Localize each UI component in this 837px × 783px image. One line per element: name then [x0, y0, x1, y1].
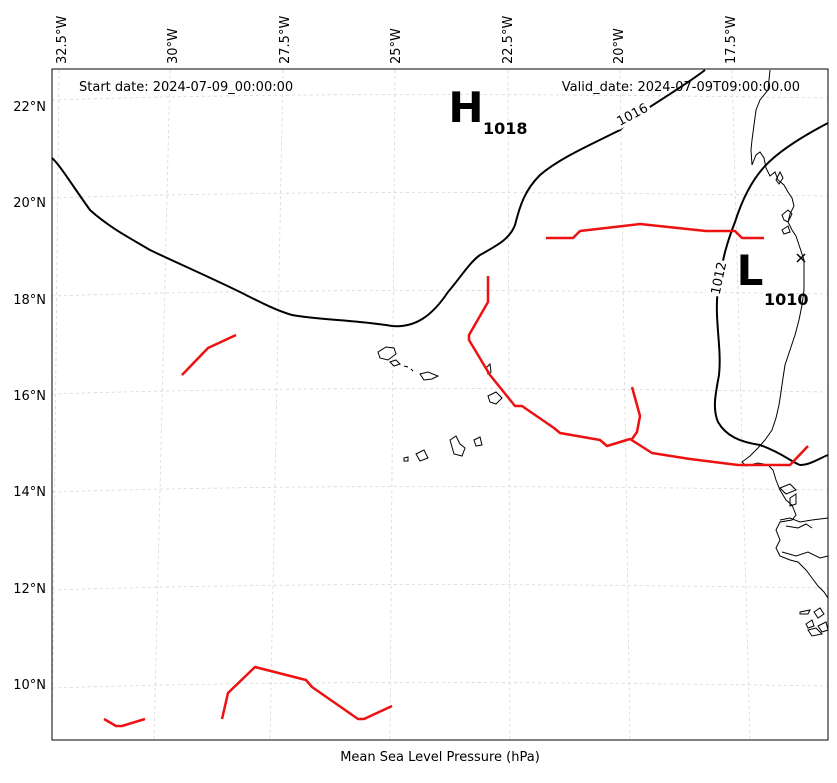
lon-label: 32.5°W: [55, 16, 70, 64]
lat-label: 16°N: [13, 389, 46, 404]
front-northeast: [546, 222, 764, 240]
lon-label: 20°W: [612, 28, 627, 64]
lat-label: 22°N: [13, 100, 46, 115]
lon-label: 17.5°W: [724, 16, 739, 64]
low-center-marker-icon: [796, 253, 806, 263]
longitude-labels: 32.5°W 30°W 27.5°W 25°W 22.5°W 20°W 17.5…: [55, 16, 739, 64]
front-west: [181, 333, 237, 376]
lat-label: 18°N: [13, 293, 46, 308]
front-main: [467, 276, 809, 467]
isobar-1012: [713, 122, 829, 467]
lon-label: 25°W: [389, 28, 404, 64]
map-frame: [51, 68, 829, 741]
latitude-labels: 22°N 20°N 18°N 16°N 14°N 12°N 10°N: [13, 100, 46, 693]
lon-label: 22.5°W: [501, 16, 516, 64]
map-caption: Mean Sea Level Pressure (hPa): [340, 750, 540, 765]
front-spur: [630, 386, 642, 440]
valid-date-label: Valid_date: 2024-07-09T09:00:00.00: [562, 80, 800, 95]
isobar-1016: [51, 69, 706, 328]
high-symbol: H: [448, 83, 483, 132]
lat-label: 10°N: [13, 678, 46, 693]
isobar-value-labels: 1016 1012: [611, 98, 731, 298]
lat-label: 20°N: [13, 196, 46, 211]
high-pressure-center: H 1018: [448, 83, 527, 138]
graticule: [51, 69, 829, 741]
coastline-africa: [741, 69, 829, 637]
high-value-label: 1018: [483, 119, 528, 138]
low-symbol: L: [737, 246, 764, 295]
lat-label: 12°N: [13, 582, 46, 597]
lon-label: 30°W: [166, 28, 181, 64]
isobar-label-1012: 1012: [709, 261, 731, 296]
front-south-left: [103, 717, 146, 728]
isobar-lines: [51, 69, 829, 467]
low-pressure-center: L 1010: [737, 246, 809, 309]
front-south-mid: [220, 665, 393, 721]
lon-label: 27.5°W: [278, 16, 293, 64]
lat-label: 14°N: [13, 485, 46, 500]
front-lines: [103, 222, 809, 728]
start-date-label: Start date: 2024-07-09_00:00:00: [79, 80, 293, 95]
low-value-label: 1010: [764, 290, 809, 309]
coastline-cape-verde: [377, 346, 503, 462]
